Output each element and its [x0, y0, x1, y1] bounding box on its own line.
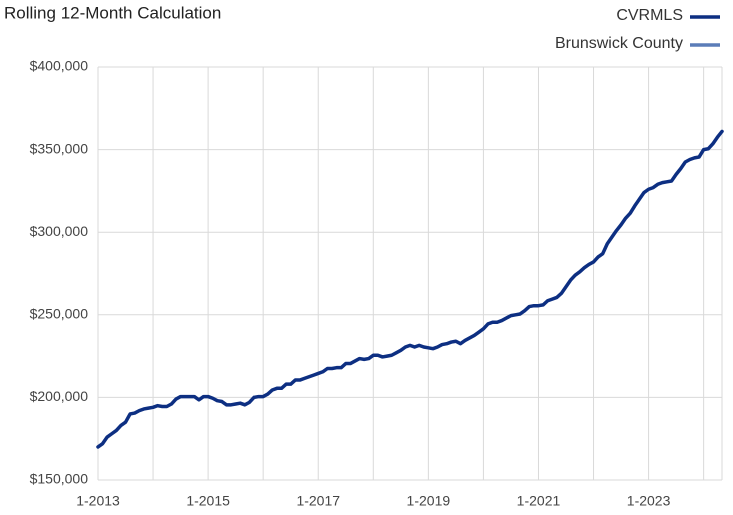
y-tick-label: $400,000: [30, 58, 89, 74]
legend-label: Brunswick County: [555, 35, 683, 52]
x-tick-label: 1-2023: [627, 493, 671, 509]
y-tick-label: $200,000: [30, 388, 89, 404]
y-tick-label: $150,000: [30, 471, 89, 487]
x-tick-label: 1-2021: [517, 493, 561, 509]
chart-title: Rolling 12-Month Calculation: [4, 3, 221, 22]
x-tick-label: 1-2017: [296, 493, 340, 509]
x-tick-label: 1-2013: [76, 493, 120, 509]
legend-label: CVRMLS: [616, 7, 683, 24]
x-tick-label: 1-2019: [407, 493, 451, 509]
line-series: [96, 129, 724, 449]
y-tick-label: $300,000: [30, 223, 89, 239]
y-tick-label: $350,000: [30, 140, 89, 156]
y-tick-label: $250,000: [30, 306, 89, 322]
x-tick-label: 1-2015: [186, 493, 230, 509]
